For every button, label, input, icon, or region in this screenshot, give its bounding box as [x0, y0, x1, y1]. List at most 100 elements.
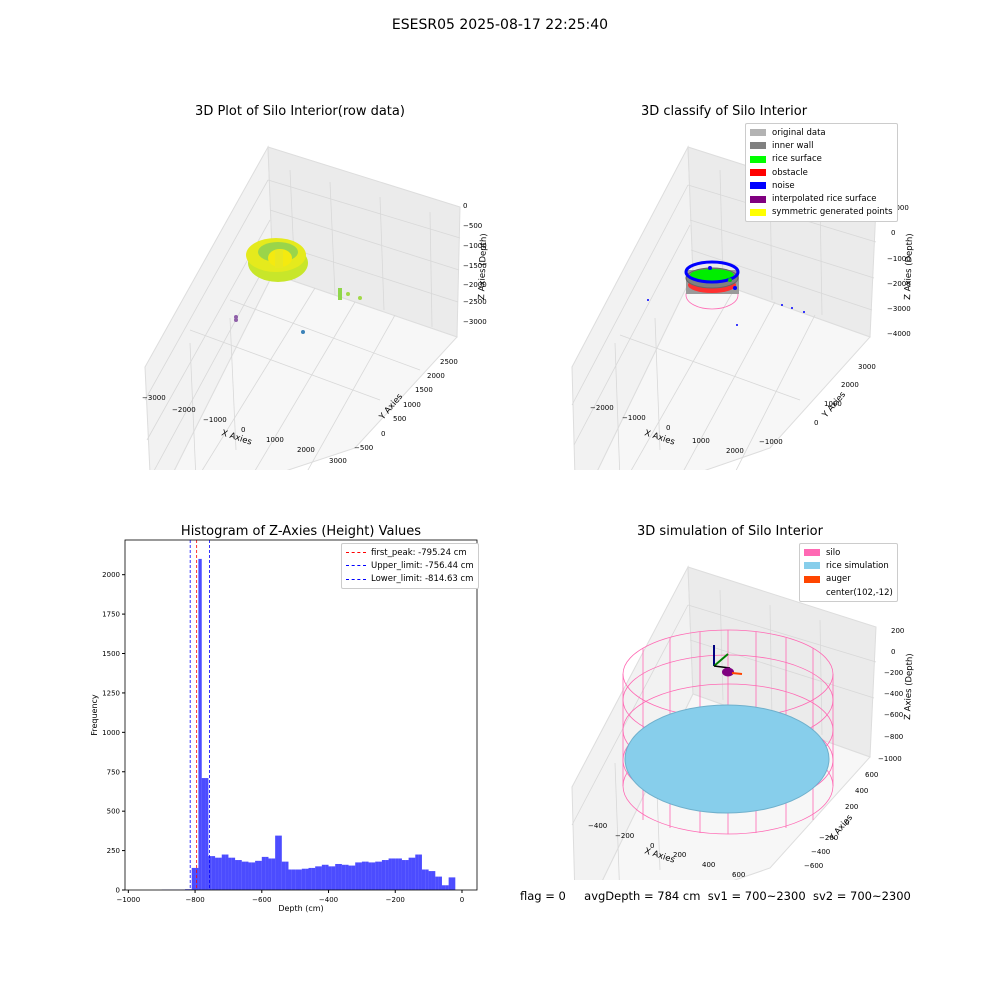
histogram-bar	[351, 865, 356, 890]
plot1-3d-axes[interactable]: −3000 −2000 −1000 0 1000 2000 3000 −500 …	[130, 130, 500, 470]
x-tick-label: −200	[386, 896, 405, 904]
avg-depth-text: avgDepth = 784 cm	[584, 889, 701, 903]
plot1-xtick: −2000	[172, 406, 196, 414]
legend-entry: inner wall	[750, 139, 893, 152]
histogram-bar	[228, 857, 232, 890]
legend-entry: noise	[750, 179, 893, 192]
histogram-bar	[221, 854, 226, 890]
plot2-legend: original data inner wall rice surface ob…	[745, 123, 898, 223]
plot2-ztick: −3000	[887, 305, 911, 313]
histogram-bar	[265, 856, 269, 890]
plot2-y-ticks: −1000 0 1000 2000 3000	[759, 363, 876, 446]
histogram-bar	[348, 865, 352, 890]
legend-swatch	[750, 182, 766, 190]
y-tick-label: 1500	[102, 650, 120, 658]
plot4-ylabel: Y Axies	[827, 813, 855, 844]
plot1-point-cloud	[234, 238, 362, 334]
plot1-ytick: 500	[393, 415, 406, 423]
plot4-legend: silo rice simulation auger center(102,-1…	[799, 543, 898, 603]
plot1-xtick: −1000	[203, 416, 227, 424]
histogram-bar	[241, 861, 246, 890]
plot2-ztick: 0	[891, 229, 895, 237]
plot4-ztick: −400	[884, 690, 903, 698]
plot1-ytick: 2000	[427, 372, 445, 380]
histogram-bar	[398, 858, 402, 890]
y-tick-label: 2000	[102, 571, 120, 579]
histogram-bar	[445, 885, 449, 890]
legend-entry: center(102,-12)	[804, 586, 893, 599]
plot4-xtick: 400	[702, 861, 715, 869]
legend-swatch	[804, 575, 820, 583]
plot1-grid	[144, 169, 461, 470]
histogram-bar	[425, 869, 429, 890]
histogram-bar	[451, 877, 456, 890]
histogram-bar	[238, 860, 242, 890]
plot1-xtick: 2000	[297, 446, 315, 454]
plot4-ytick: −200	[819, 834, 838, 842]
plot2-ytick: −1000	[759, 438, 783, 446]
histogram-bar	[315, 866, 319, 890]
plot1-ytick: 2500	[440, 358, 458, 366]
histogram-bar	[258, 860, 262, 890]
legend-entry: Lower_limit: -814.63 cm	[346, 573, 474, 586]
legend-swatch	[750, 142, 766, 150]
legend-swatch	[750, 155, 766, 163]
plot4-auger-axes	[713, 645, 743, 677]
plot1-ytick: 1000	[403, 401, 421, 409]
plot2-floor-pane	[597, 273, 871, 470]
histogram-bar	[295, 869, 299, 890]
histogram-bar	[421, 869, 426, 890]
histogram-bar	[408, 857, 412, 890]
sv2-text: sv2 = 700~2300	[812, 889, 911, 903]
plot4-grid	[571, 589, 877, 880]
legend-swatch	[804, 562, 820, 570]
legend-entry: obstacle	[750, 166, 893, 179]
y-tick-label: 1000	[102, 729, 120, 737]
histogram-bar	[391, 858, 396, 890]
plot2-ytick: 0	[814, 419, 818, 427]
plot2-xtick: 0	[666, 424, 670, 432]
histogram-bar	[231, 857, 236, 890]
plot4-zlabel: Z Axies (Depth)	[903, 653, 915, 720]
histogram-bar	[285, 861, 289, 890]
legend-swatch	[750, 208, 766, 216]
plot1-ytick: −500	[354, 444, 373, 452]
histogram-bar	[281, 861, 286, 890]
plot2-xtick: −1000	[622, 414, 646, 422]
histogram-bar	[378, 861, 382, 890]
plot4-ztick: −1000	[878, 755, 902, 763]
legend-entry: Upper_limit: -756.44 cm	[346, 559, 474, 572]
legend-entry: rice surface	[750, 153, 893, 166]
histogram-bar	[345, 864, 349, 890]
plot2-zlabel: Z Axies (Depth)	[903, 233, 915, 300]
legend-entry: original data	[750, 126, 893, 139]
plot4-rice-surface	[624, 704, 830, 814]
plot2-ytick: 2000	[841, 381, 859, 389]
histogram-bar	[205, 778, 209, 890]
legend-entry: auger	[804, 573, 893, 586]
figure-title: ESESR05 2025-08-17 22:25:40	[391, 17, 609, 33]
plot1-ztick: −2000	[463, 281, 487, 289]
histogram-bar	[271, 858, 276, 890]
histogram-bar	[405, 860, 409, 890]
histogram-bar	[385, 860, 389, 890]
plot4-3d-axes[interactable]: −400 −200 0 200 400 600 −600 −400 −200 0…	[560, 550, 930, 880]
plot1-ztick: −2500	[463, 298, 487, 306]
histogram-bar	[415, 854, 419, 890]
histogram-bar	[275, 835, 279, 890]
plot1-ztick: −1000	[463, 242, 487, 250]
plot2-z-ticks: 1000 0 −1000 −2000 −3000 −4000	[887, 204, 911, 338]
hist-legend: first_peak: -795.24 cm Upper_limit: -756…	[341, 543, 479, 589]
histogram-bar	[411, 857, 416, 890]
histogram-bar	[251, 862, 256, 890]
plot2-title: 3D classify of Silo Interior	[640, 104, 808, 119]
legend-entry: symmetric generated points	[750, 206, 893, 219]
plot1-ztick: −500	[463, 222, 482, 230]
plot1-ztick: −3000	[463, 318, 487, 326]
y-tick-label: 250	[107, 847, 120, 855]
histogram-bar	[375, 861, 379, 890]
plot1-x-ticks: −3000 −2000 −1000 0 1000 2000 3000	[142, 394, 347, 465]
plot4-ztick: −800	[884, 733, 903, 741]
plot2-ztick: −1000	[887, 255, 911, 263]
histogram-chart[interactable]: −1000 −800 −600 −400 −200 0 0 250 500 750 1000 125…	[80, 535, 490, 920]
